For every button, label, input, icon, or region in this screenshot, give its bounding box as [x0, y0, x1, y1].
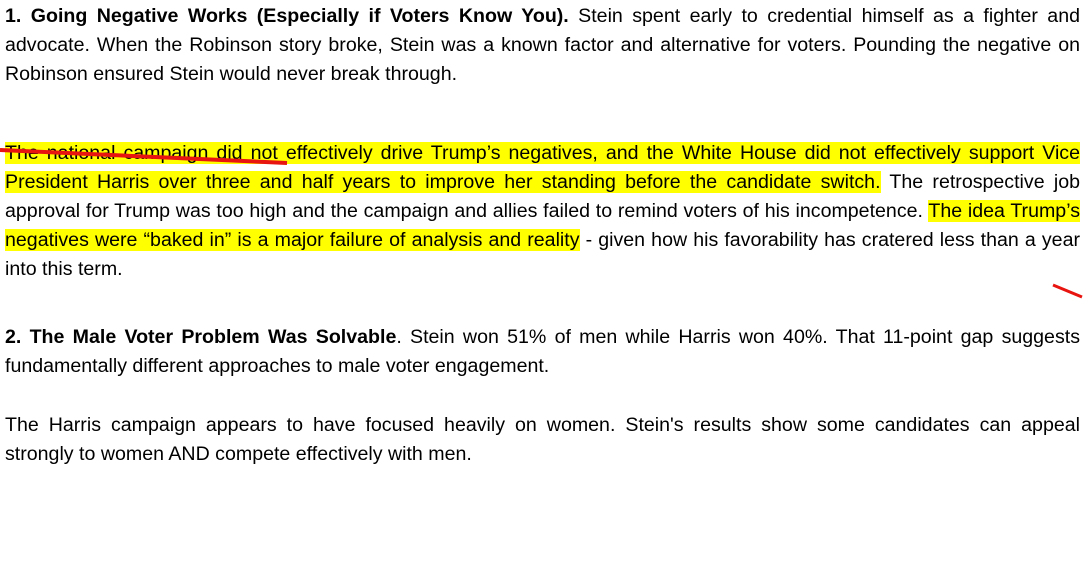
text-run: Stein spent early to credential himself … — [5, 5, 1080, 85]
bold-heading: 2. The Male Voter Problem Was Solvable — [5, 326, 397, 348]
paragraph: The national campaign did not effectivel… — [5, 139, 1080, 284]
text-run: The Harris campaign appears to have focu… — [5, 414, 1080, 465]
text-run: - given how his favorability has cratere… — [5, 229, 1081, 280]
paragraph: 2. The Male Voter Problem Was Solvable. … — [5, 323, 1080, 381]
paragraph: The Harris campaign appears to have focu… — [5, 411, 1080, 469]
text-run: . Stein won 51% of men while Harris won … — [5, 326, 1080, 377]
bold-heading: 1. Going Negative Works (Especially if V… — [5, 5, 569, 27]
document-body: 1. Going Negative Works (Especially if V… — [5, 2, 1080, 469]
text-run: The retrospective job approval for Trump… — [5, 171, 1080, 222]
paragraph: 1. Going Negative Works (Especially if V… — [5, 2, 1080, 89]
